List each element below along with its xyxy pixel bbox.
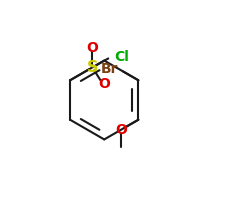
Text: O: O bbox=[98, 77, 110, 91]
Text: O: O bbox=[115, 123, 127, 137]
Text: Br: Br bbox=[101, 62, 119, 76]
Text: O: O bbox=[86, 41, 98, 55]
Text: S: S bbox=[86, 60, 98, 75]
Text: Cl: Cl bbox=[114, 50, 129, 64]
